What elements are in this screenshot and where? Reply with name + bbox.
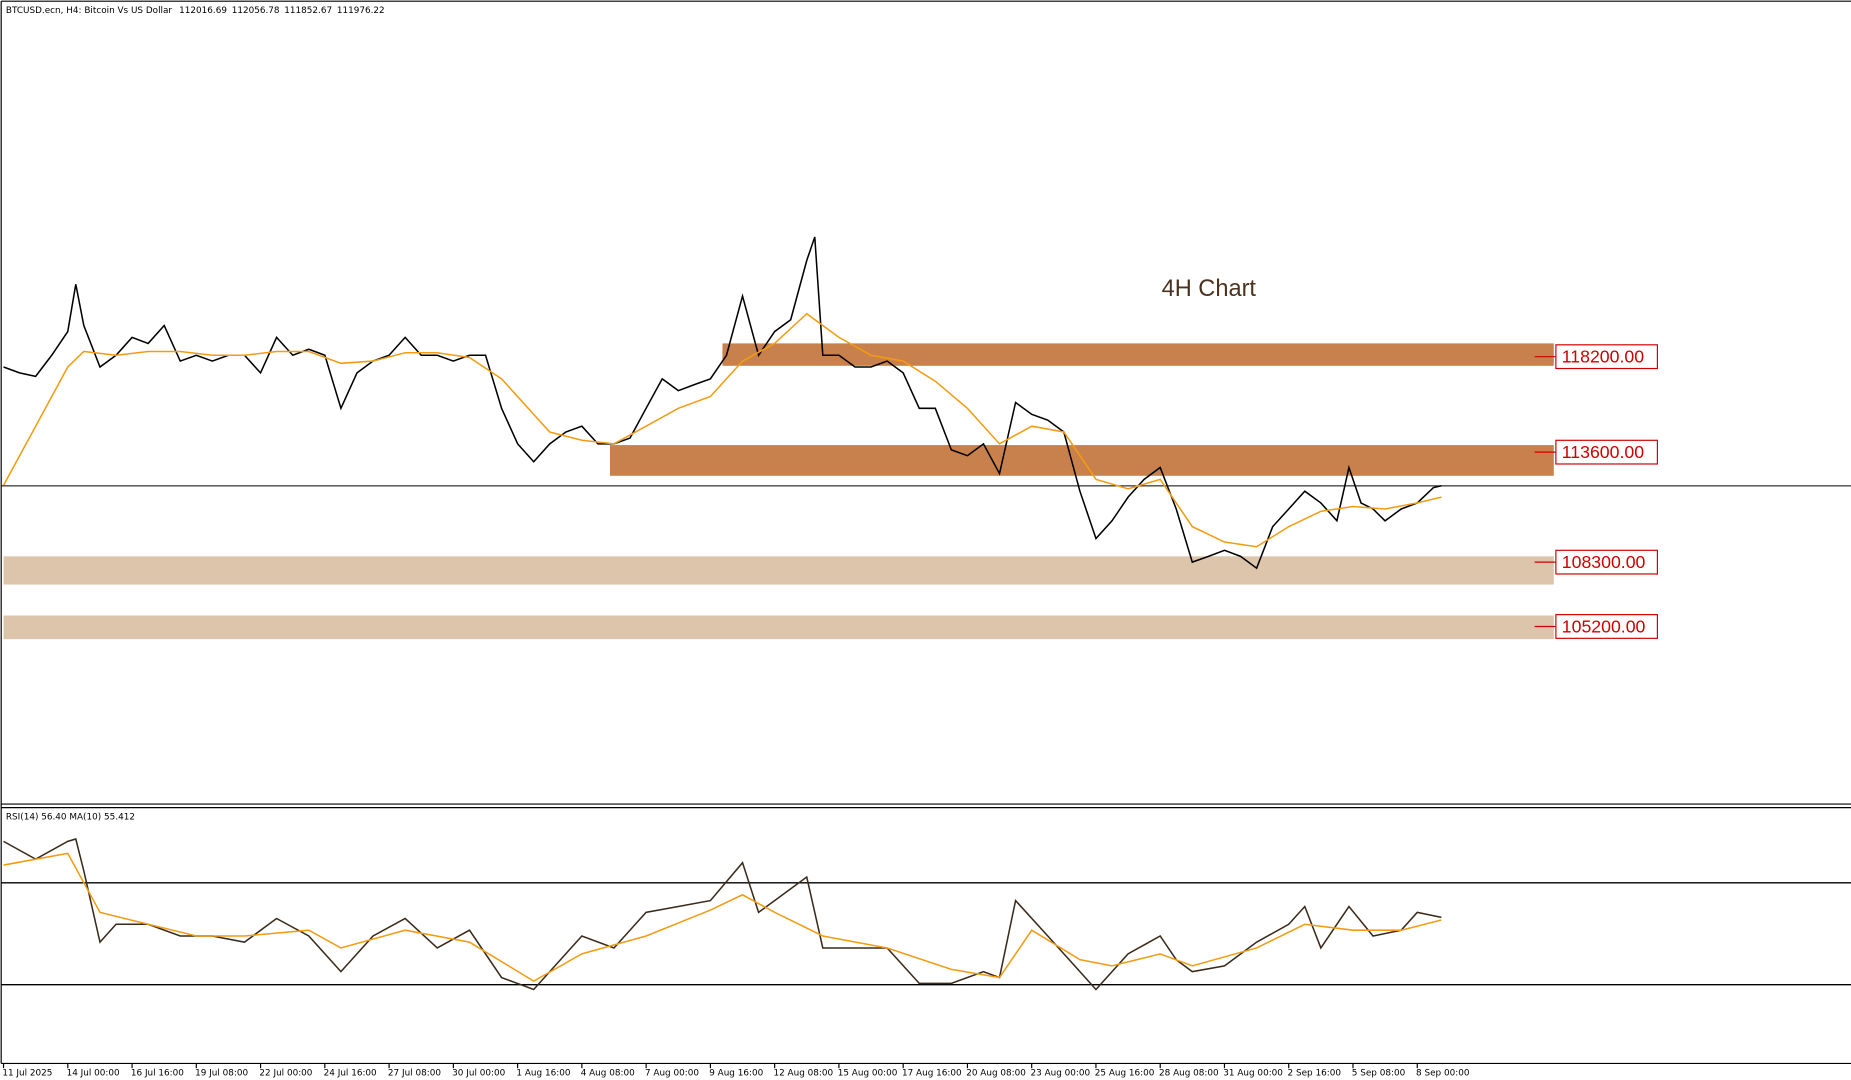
x-tick-label: 23 Aug 00:00: [1031, 1068, 1091, 1078]
x-tick-label: 28 Aug 08:00: [1159, 1068, 1219, 1078]
x-tick-label: 7 Aug 00:00: [645, 1068, 699, 1078]
ohlc-value: 112016.69: [179, 6, 227, 16]
zone: [609, 445, 1554, 476]
level-label-box: [1555, 614, 1658, 639]
annotation: 4H Chart: [1162, 276, 1257, 302]
x-tick-label: 14 Jul 00:00: [67, 1068, 120, 1078]
x-tick-label: 4 Aug 08:00: [581, 1068, 635, 1078]
rsi-line: [3, 852, 1442, 983]
level-label-box: [1555, 344, 1658, 370]
zone: [722, 343, 1554, 366]
x-tick-label: 8 Sep 00:00: [1416, 1068, 1470, 1078]
level-label-box: [1555, 549, 1658, 575]
ohlc-value: 111976.22: [337, 6, 385, 16]
ohlc-value: 111852.67: [284, 6, 332, 16]
price-line-series: [2, 312, 1442, 548]
level-label: 108300.00: [1562, 552, 1646, 572]
x-tick-label: 22 Jul 00:00: [259, 1068, 312, 1078]
x-tick-label: 31 Aug 00:00: [1223, 1068, 1283, 1078]
x-tick-label: 19 Jul 08:00: [195, 1068, 248, 1078]
x-tick-label: 2 Sep 16:00: [1288, 1068, 1342, 1078]
level-label-box: [1555, 439, 1658, 465]
x-tick-label: 25 Aug 16:00: [1095, 1068, 1155, 1078]
x-tick-label: 27 Jul 08:00: [388, 1068, 441, 1078]
chart-header: BTCUSD.ecn, H4: Bitcoin Vs US Dollar 1120…: [6, 6, 385, 16]
x-tick-label: 20 Aug 08:00: [966, 1068, 1026, 1078]
chart-title: BTCUSD.ecn, H4: Bitcoin Vs US Dollar: [6, 6, 173, 16]
x-tick-label: 15 Aug 00:00: [838, 1068, 898, 1078]
x-tick-label: 24 Jul 16:00: [324, 1068, 377, 1078]
x-tick-label: 17 Aug 16:00: [902, 1068, 962, 1078]
indicator-label: RSI(14) 56.40 MA(10) 55.412: [6, 812, 135, 822]
x-tick-label: 12 Aug 08:00: [773, 1068, 833, 1078]
level-label: 113600.00: [1562, 442, 1644, 462]
zone: [3, 556, 1554, 585]
level-label: 105200.00: [1562, 616, 1646, 636]
x-tick-label: 30 Jul 00:00: [452, 1068, 505, 1078]
ohlc-value: 112056.78: [232, 6, 280, 16]
x-tick-label: 16 Jul 16:00: [131, 1068, 184, 1078]
x-tick-label: 1 Aug 16:00: [516, 1068, 570, 1078]
x-tick-label: 9 Aug 16:00: [709, 1068, 763, 1078]
zone: [3, 615, 1554, 640]
x-tick-label: 5 Sep 08:00: [1352, 1068, 1406, 1078]
level-label: 118200.00: [1562, 347, 1644, 367]
x-tick-label: 11 Jul 2025: [2, 1068, 52, 1078]
